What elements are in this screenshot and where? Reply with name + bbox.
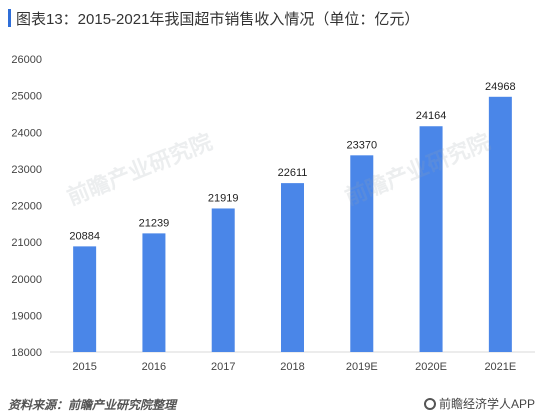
bar-value-label: 21239 [139,217,170,229]
x-tick-label: 2018 [280,361,304,373]
brand-credit: 前瞻经济学人APP [423,395,535,412]
y-tick-label: 18000 [11,347,42,359]
y-tick-label: 21000 [11,237,42,249]
bar-value-label: 24968 [485,81,516,93]
bar-value-label: 24164 [416,110,447,122]
bar [419,126,443,352]
chart-title: 图表13：2015-2021年我国超市销售收入情况（单位：亿元） [16,11,420,28]
bar [211,208,235,352]
y-tick-label: 26000 [11,54,42,66]
y-tick-label: 23000 [11,164,42,176]
title-accent-bar [8,9,11,27]
x-tick-label: 2016 [142,361,166,373]
bar [281,183,304,352]
brand-name: 前瞻经济学人APP [438,397,535,411]
y-tick-label: 20000 [11,274,42,286]
bar-value-label: 21919 [208,192,239,204]
bar-value-label: 20884 [69,230,100,242]
x-tick-label: 2017 [211,361,235,373]
chart-title-bar: 图表13：2015-2021年我国超市销售收入情况（单位：亿元） [0,0,545,34]
bar-value-label: 22611 [278,167,308,179]
x-tick-label: 2019E [346,361,378,373]
bar [488,96,512,352]
bar [73,246,97,352]
bar-value-label: 23370 [346,139,377,151]
brand-logo-icon [423,398,436,410]
bar [142,233,166,352]
source-note: 资料来源：前瞻产业研究院整理 [8,398,177,412]
chart-footer: 资料来源：前瞻产业研究院整理 前瞻经济学人APP [0,392,545,420]
x-tick-label: 2015 [72,361,96,373]
y-tick-label: 25000 [11,91,42,103]
x-tick-label: 2021E [484,361,516,373]
bar [350,155,374,352]
y-tick-label: 19000 [11,310,42,322]
y-tick-label: 24000 [11,127,42,139]
y-tick-label: 22000 [11,201,42,213]
x-tick-label: 2020E [415,361,447,373]
bar-chart: 18000 19000 20000 21000 22000 23000 24000 25000… [11,54,535,373]
